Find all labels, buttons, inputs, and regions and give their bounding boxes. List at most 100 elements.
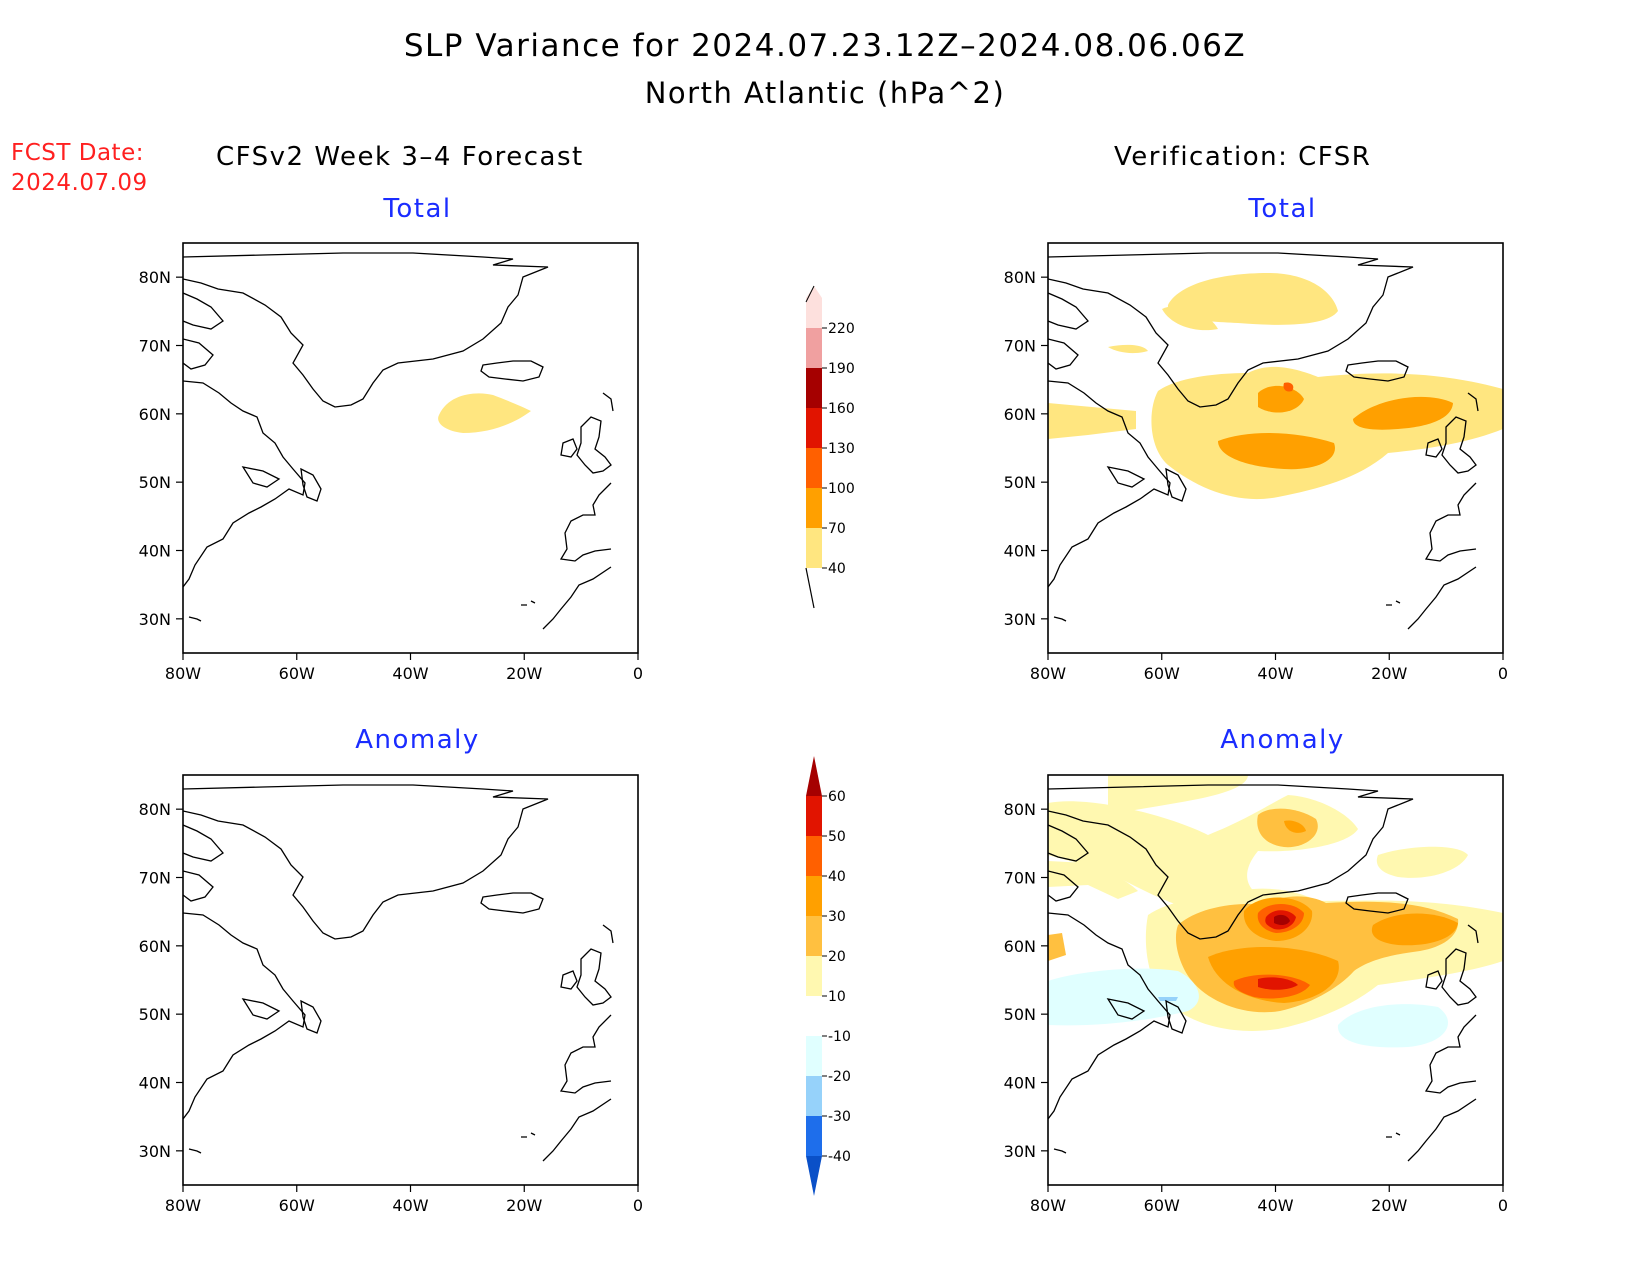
lon-tick-label: 40W xyxy=(392,1196,428,1215)
fcst-date-value: 2024.07.09 xyxy=(11,170,148,196)
contour-fill xyxy=(1048,933,1066,961)
colorbar-label: -20 xyxy=(828,1069,851,1085)
colorbar-bottom-triangle xyxy=(806,1156,822,1196)
fcst-date-label: FCST Date: xyxy=(11,140,144,166)
map-area xyxy=(183,252,614,630)
contour-fill xyxy=(1371,913,1458,946)
colorbar-cell xyxy=(806,1076,822,1116)
map-area xyxy=(183,784,614,1162)
colorbar-label: 130 xyxy=(828,441,855,457)
colorbar-label: 20 xyxy=(828,949,846,965)
colorbar-cell xyxy=(806,836,822,876)
verification-anomaly-panel: 80N 70N 60N 50N 40N 30N 80W 60W 40W 20W 0 xyxy=(1004,774,1508,1215)
lon-tick-label: 0 xyxy=(1498,1196,1508,1215)
total-colorbar: 40 70 100 130 160 190 220 xyxy=(805,285,855,609)
colorbar-label: 190 xyxy=(828,361,855,377)
colorbar-cell xyxy=(806,528,822,568)
contour-fill xyxy=(1274,914,1290,925)
lon-tick-label: 20W xyxy=(506,1196,542,1215)
lat-tick-label: 30N xyxy=(139,610,171,629)
lon-tick-label: 40W xyxy=(1257,1196,1293,1215)
lon-tick-label: 80W xyxy=(1030,1196,1066,1215)
lon-tick-label: 80W xyxy=(1030,664,1066,683)
anomaly-colorbar: 60 50 40 30 20 10 -10 -20 -30 -40 xyxy=(806,756,851,1196)
lat-tick-label: 40N xyxy=(1004,1074,1036,1093)
verification-total-title: Total xyxy=(1248,194,1317,224)
map-area xyxy=(1048,252,1503,630)
lon-tick-label: 20W xyxy=(1371,664,1407,683)
lon-tick-label: 80W xyxy=(165,1196,201,1215)
colorbar-cell xyxy=(806,956,822,996)
chart-title: SLP Variance for 2024.07.23.12Z–2024.08.… xyxy=(403,28,1247,64)
lat-tick-label: 60N xyxy=(139,937,171,956)
lat-tick-label: 50N xyxy=(1004,473,1036,492)
contour-fill xyxy=(1258,977,1298,990)
lon-tick-label: 0 xyxy=(1498,664,1508,683)
colorbar-cell xyxy=(806,448,822,488)
lat-tick-label: 30N xyxy=(1004,1142,1036,1161)
verification-anomaly-title: Anomaly xyxy=(1220,725,1345,755)
lat-tick-label: 50N xyxy=(139,473,171,492)
colorbar-label: -10 xyxy=(828,1029,851,1045)
lat-tick-label: 30N xyxy=(139,1142,171,1161)
colorbar-label: 10 xyxy=(828,989,846,1005)
contour-fill xyxy=(1376,846,1468,878)
lat-tick-label: 60N xyxy=(139,405,171,424)
contour-fill xyxy=(1167,273,1338,325)
contour-fill xyxy=(1048,861,1138,899)
map-area xyxy=(1048,775,1503,1162)
lat-tick-label: 50N xyxy=(1004,1005,1036,1024)
forecast-total-title: Total xyxy=(383,194,452,224)
lon-tick-label: 60W xyxy=(279,664,315,683)
colorbar-label: 40 xyxy=(828,869,846,885)
colorbar-cell xyxy=(806,488,822,528)
lat-tick-label: 80N xyxy=(1004,800,1036,819)
contour-fill xyxy=(1258,385,1304,413)
lat-tick-label: 70N xyxy=(1004,869,1036,888)
colorbar-label: 70 xyxy=(828,521,846,537)
lat-tick-label: 40N xyxy=(1004,542,1036,561)
contour-fill xyxy=(1218,432,1335,470)
colorbar-cell xyxy=(806,996,822,1036)
colorbar-label: -30 xyxy=(828,1109,851,1125)
colorbar-tip xyxy=(805,285,815,303)
colorbar-tip xyxy=(805,567,815,609)
contour-fill xyxy=(1162,306,1218,331)
colorbar-label: 40 xyxy=(828,561,846,577)
lat-tick-label: 50N xyxy=(139,1005,171,1024)
colorbar-cell xyxy=(806,328,822,368)
lon-tick-label: 60W xyxy=(1144,1196,1180,1215)
contour-fill xyxy=(1048,403,1136,439)
colorbar-top-triangle xyxy=(806,756,822,796)
colorbar-label: 100 xyxy=(828,481,855,497)
coastline xyxy=(183,252,614,630)
lon-tick-label: 20W xyxy=(1371,1196,1407,1215)
colorbar-cell xyxy=(806,408,822,448)
lon-tick-label: 0 xyxy=(633,1196,643,1215)
colorbar-label: 160 xyxy=(828,401,855,417)
lat-tick-label: 80N xyxy=(139,268,171,287)
contour-fill xyxy=(1284,820,1306,833)
colorbar-label: 60 xyxy=(828,789,846,805)
verification-total-panel: 80N 70N 60N 50N 40N 30N 80W 60W 40W 20W 0 xyxy=(1004,242,1508,683)
lat-tick-label: 70N xyxy=(139,337,171,356)
lat-tick-label: 60N xyxy=(1004,405,1036,424)
contour-fill xyxy=(1283,382,1294,392)
forecast-total-panel: 80N 70N 60N 50N 40N 30N 80W 60W 40W 20W 0 xyxy=(139,242,643,683)
colorbar-cell xyxy=(806,286,822,328)
chart-subtitle: North Atlantic (hPa^2) xyxy=(644,76,1006,110)
lat-tick-label: 70N xyxy=(1004,337,1036,356)
contour-fill xyxy=(1337,1004,1448,1048)
coastline xyxy=(183,784,614,1162)
colorbar-cell xyxy=(806,876,822,916)
lon-tick-label: 0 xyxy=(633,664,643,683)
colorbar-label: -40 xyxy=(828,1149,851,1165)
contour-fill xyxy=(1108,344,1148,354)
lat-tick-label: 80N xyxy=(139,800,171,819)
colorbar-cell xyxy=(806,796,822,836)
contour-fill xyxy=(1048,968,1199,1026)
lon-tick-label: 40W xyxy=(392,664,428,683)
lat-tick-label: 70N xyxy=(139,869,171,888)
lat-tick-label: 40N xyxy=(139,542,171,561)
